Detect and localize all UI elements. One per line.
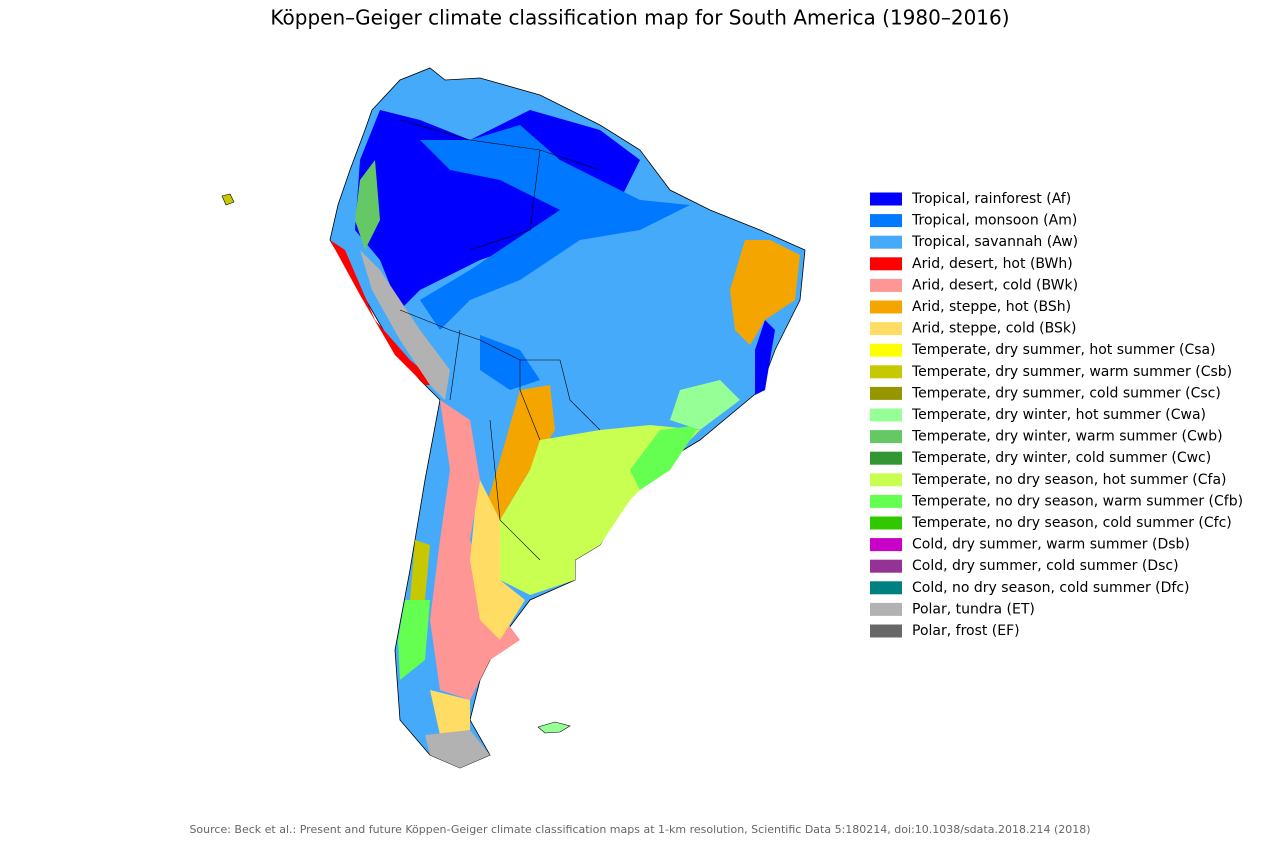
legend-label: Arid, steppe, cold (BSk): [912, 321, 1076, 337]
legend: Tropical, rainforest (Af) Tropical, monso…: [870, 191, 1243, 639]
legend-swatch: [870, 516, 902, 530]
region-bsh-2: [485, 385, 555, 520]
legend-swatch: [870, 322, 902, 336]
region-af-2: [755, 320, 775, 395]
legend-swatch: [870, 300, 902, 314]
region-af: [355, 110, 640, 310]
legend-swatch: [870, 602, 902, 616]
region-bsk-2: [430, 690, 470, 735]
legend-label: Cold, no dry season, cold summer (Dfc): [912, 580, 1189, 596]
region-et-2: [425, 730, 490, 768]
legend-swatch: [870, 538, 902, 552]
legend-label: Temperate, dry winter, cold summer (Cwc): [911, 450, 1211, 466]
legend-swatch: [870, 214, 902, 228]
legend-label: Temperate, dry summer, warm summer (Csb): [911, 364, 1232, 380]
legend-label: Temperate, no dry season, warm summer (C…: [911, 493, 1243, 509]
legend-label: Cold, dry summer, cold summer (Dsc): [912, 558, 1179, 574]
legend-swatch: [870, 559, 902, 573]
legend-label: Polar, tundra (ET): [912, 601, 1035, 617]
legend-label: Tropical, monsoon (Am): [911, 213, 1077, 229]
region-csb: [410, 540, 430, 600]
legend-swatch: [870, 624, 902, 638]
region-cwb: [355, 160, 380, 250]
source: Source: Beck et al.: Present and future …: [189, 823, 1090, 836]
legend-label: Temperate, dry winter, warm summer (Cwb): [911, 429, 1223, 445]
legend-label: Temperate, no dry season, hot summer (Cf…: [911, 472, 1227, 488]
map: [221, 67, 806, 769]
galapagos: [221, 193, 235, 206]
falklands: [537, 721, 571, 734]
legend-swatch: [870, 278, 902, 292]
region-am-2: [480, 335, 540, 390]
legend-swatch: [870, 451, 902, 465]
region-bsk: [470, 480, 525, 640]
legend-label: Temperate, no dry season, cold summer (C…: [911, 515, 1232, 531]
legend-swatch: [870, 365, 902, 379]
borders: [399, 119, 601, 561]
region-bsh: [730, 240, 800, 345]
legend-label: Arid, steppe, hot (BSh): [912, 299, 1071, 315]
legend-label: Tropical, rainforest (Af): [911, 191, 1071, 207]
legend-label: Arid, desert, hot (BWh): [912, 256, 1073, 272]
legend-swatch: [870, 430, 902, 444]
legend-swatch: [870, 192, 902, 206]
region-bwh: [330, 240, 440, 385]
region-am: [420, 125, 690, 330]
legend-label: Arid, desert, cold (BWk): [912, 277, 1078, 293]
legend-label: Polar, frost (EF): [912, 623, 1020, 639]
legend-swatch: [870, 386, 902, 400]
legend-swatch: [870, 581, 902, 595]
legend-swatch: [870, 235, 902, 249]
legend-swatch: [870, 473, 902, 487]
legend-swatch: [870, 257, 902, 271]
legend-label: Temperate, dry summer, cold summer (Csc): [911, 385, 1221, 401]
region-cfb: [630, 425, 700, 490]
legend-swatch: [870, 343, 902, 357]
title: Köppen–Geiger climate classification map…: [270, 6, 1009, 30]
legend-label: Temperate, dry winter, hot summer (Cwa): [911, 407, 1206, 423]
region-et: [360, 250, 450, 400]
legend-label: Cold, dry summer, warm summer (Dsb): [912, 537, 1190, 553]
region-cfb-2: [398, 600, 430, 680]
legend-swatch: [870, 408, 902, 422]
legend-swatch: [870, 494, 902, 508]
legend-label: Temperate, dry summer, hot summer (Csa): [911, 342, 1216, 358]
legend-label: Tropical, savannah (Aw): [911, 234, 1078, 250]
region-cwa: [670, 380, 740, 430]
